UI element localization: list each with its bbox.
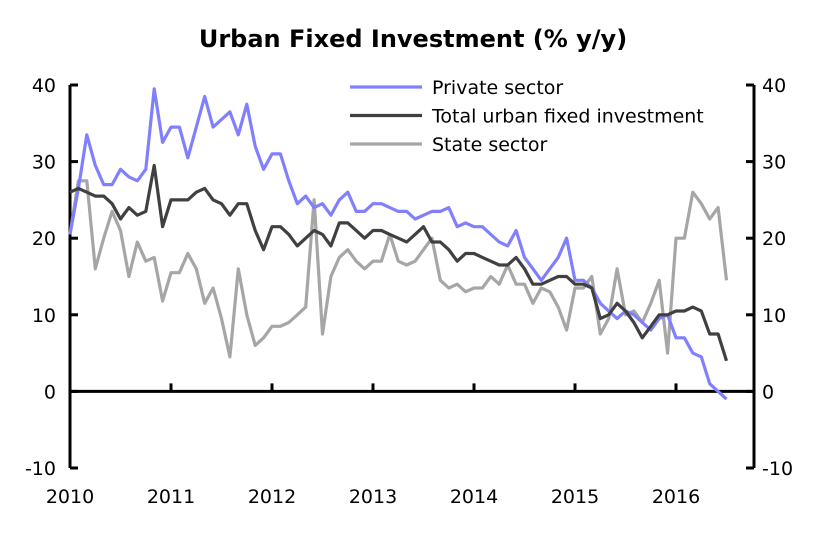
y-tick-label: 40 <box>32 75 56 97</box>
legend-label: Total urban fixed investment <box>431 106 704 128</box>
y2-tick-label: 10 <box>762 305 786 327</box>
series-line-private-sector <box>68 87 728 401</box>
x-tick-label: 2016 <box>652 486 700 508</box>
y-tick-label: -10 <box>25 458 56 480</box>
series-lines <box>68 87 729 401</box>
series-line-state-sector <box>68 179 729 359</box>
legend-label: Private sector <box>432 77 563 99</box>
y2-tick-label: 20 <box>762 228 786 250</box>
x-tick-label: 2012 <box>248 486 296 508</box>
chart-title: Urban Fixed Investment (% y/y) <box>199 25 627 53</box>
x-tick-label: 2014 <box>450 486 498 508</box>
x-tick-label: 2011 <box>147 486 195 508</box>
x-tick-label: 2013 <box>349 486 397 508</box>
y-tick-label: 0 <box>44 381 56 403</box>
y-tick-label: 30 <box>32 152 56 174</box>
y2-tick-label: 0 <box>762 381 774 403</box>
x-tick-label: 2010 <box>46 486 94 508</box>
x-tick-label: 2015 <box>551 486 599 508</box>
y-tick-label: 10 <box>32 305 56 327</box>
legend-label: State sector <box>432 134 547 156</box>
y2-tick-label: -10 <box>762 458 793 480</box>
series-line-total-urban-fixed-investment <box>69 163 729 362</box>
legend: Private sector Total urban fixed investme… <box>350 77 704 156</box>
y-tick-label: 20 <box>32 228 56 250</box>
axes: -10 0 10 20 30 40 -10 0 10 20 30 40 2010 2011 2012 2013… <box>25 75 793 508</box>
y2-tick-label: 40 <box>762 75 786 97</box>
y2-tick-label: 30 <box>762 152 786 174</box>
